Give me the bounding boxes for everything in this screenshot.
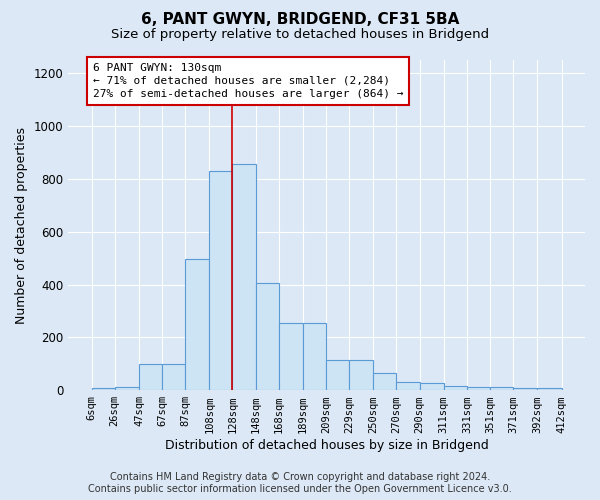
Bar xyxy=(303,323,326,390)
Bar xyxy=(209,171,232,390)
Bar xyxy=(349,360,373,390)
Text: Contains HM Land Registry data © Crown copyright and database right 2024.
Contai: Contains HM Land Registry data © Crown c… xyxy=(88,472,512,494)
Bar xyxy=(326,360,349,390)
Text: Size of property relative to detached houses in Bridgend: Size of property relative to detached ho… xyxy=(111,28,489,41)
Bar xyxy=(513,388,537,390)
Bar xyxy=(185,260,209,390)
Bar xyxy=(397,382,419,390)
Bar xyxy=(139,364,162,390)
Text: 6, PANT GWYN, BRIDGEND, CF31 5BA: 6, PANT GWYN, BRIDGEND, CF31 5BA xyxy=(141,12,459,26)
X-axis label: Distribution of detached houses by size in Bridgend: Distribution of detached houses by size … xyxy=(165,440,488,452)
Y-axis label: Number of detached properties: Number of detached properties xyxy=(15,126,28,324)
Bar xyxy=(490,387,513,390)
Bar xyxy=(419,383,444,390)
Bar xyxy=(467,387,490,390)
Bar xyxy=(115,387,139,390)
Text: 6 PANT GWYN: 130sqm
← 71% of detached houses are smaller (2,284)
27% of semi-det: 6 PANT GWYN: 130sqm ← 71% of detached ho… xyxy=(93,62,403,99)
Bar xyxy=(537,388,562,390)
Bar xyxy=(373,373,397,390)
Bar xyxy=(444,386,467,390)
Bar xyxy=(162,364,185,390)
Bar xyxy=(256,283,278,390)
Bar xyxy=(232,164,256,390)
Bar xyxy=(278,323,303,390)
Bar xyxy=(92,388,115,390)
